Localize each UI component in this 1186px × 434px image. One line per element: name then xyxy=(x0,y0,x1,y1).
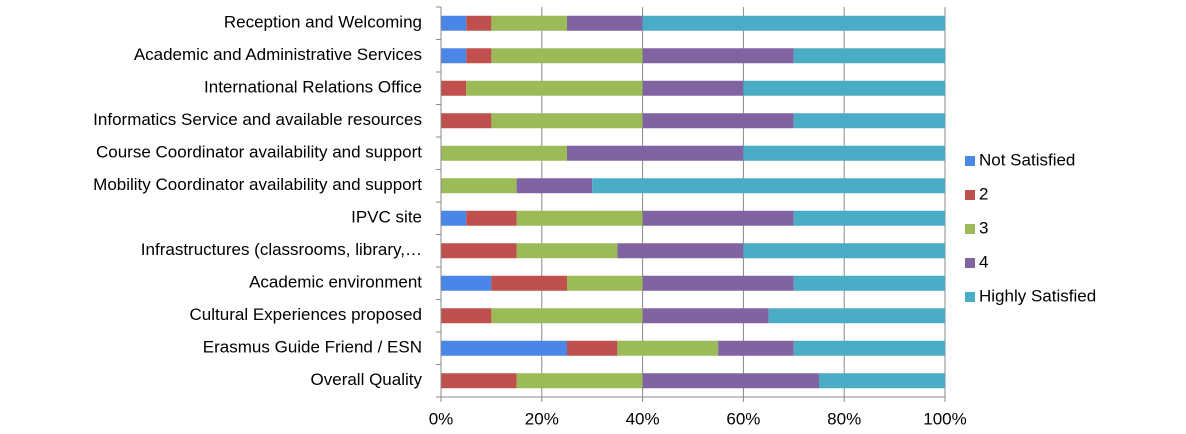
bar-segment xyxy=(441,80,467,96)
y-tick-label: Academic and Administrative Services xyxy=(134,45,422,64)
bar-segment xyxy=(642,48,794,64)
y-tick-label: Overall Quality xyxy=(311,370,423,389)
bar-segment xyxy=(441,340,567,356)
bar-segment xyxy=(491,275,567,291)
bar-segment xyxy=(441,275,492,291)
bar-segment xyxy=(793,340,945,356)
bar-segment xyxy=(617,243,744,259)
y-tick-label: IPVC site xyxy=(351,208,422,227)
bar-segment xyxy=(567,145,744,161)
x-tick-label: 20% xyxy=(525,409,559,428)
legend-label: 2 xyxy=(979,184,988,203)
y-tick-label: International Relations Office xyxy=(204,78,422,97)
legend-label: 4 xyxy=(979,252,988,271)
legend-swatch xyxy=(965,156,975,166)
x-tick-label: 60% xyxy=(726,409,760,428)
x-tick-label: 80% xyxy=(827,409,861,428)
x-tick-label: 0% xyxy=(429,409,454,428)
bar-segment xyxy=(466,48,492,64)
legend-label: 3 xyxy=(979,218,988,237)
bar-segment xyxy=(592,178,945,194)
legend-swatch xyxy=(965,258,975,268)
bar-segment xyxy=(491,113,643,129)
bar-segment xyxy=(516,178,593,194)
y-tick-label: Erasmus Guide Friend / ESN xyxy=(203,338,422,357)
legend-swatch xyxy=(965,224,975,234)
bar-segment xyxy=(466,15,492,31)
bar-segment xyxy=(491,308,643,324)
bar-segment xyxy=(441,113,492,129)
bar-segment xyxy=(617,340,719,356)
bar-segment xyxy=(718,340,794,356)
x-tick-label: 40% xyxy=(626,409,660,428)
bar-segment xyxy=(793,48,945,64)
legend-label: Highly Satisfied xyxy=(979,286,1096,305)
bar-segment xyxy=(743,243,945,259)
bar-segment xyxy=(642,308,769,324)
y-tick-label: Informatics Service and available resour… xyxy=(93,110,422,129)
bar-segment xyxy=(642,210,794,226)
bar-segment xyxy=(466,80,643,96)
bar-segment xyxy=(642,80,744,96)
bar-segment xyxy=(819,373,945,389)
bar-segment xyxy=(441,308,492,324)
y-tick-label: Mobility Coordinator availability and su… xyxy=(93,175,422,194)
bar-segment xyxy=(516,243,618,259)
legend-label: Not Satisfied xyxy=(979,150,1075,169)
y-tick-label: Academic environment xyxy=(249,273,422,292)
legend-swatch xyxy=(965,292,975,302)
bar-segment xyxy=(567,340,618,356)
bar-segment xyxy=(516,210,643,226)
bar-segment xyxy=(491,15,567,31)
bar-segment xyxy=(441,373,517,389)
bar-segment xyxy=(768,308,945,324)
bar-segment xyxy=(793,275,945,291)
y-tick-label: Cultural Experiences proposed xyxy=(190,305,422,324)
bar-segment xyxy=(491,48,643,64)
bar-segment xyxy=(441,15,467,31)
y-tick-label: Course Coordinator availability and supp… xyxy=(96,143,422,162)
bar-segment xyxy=(793,113,945,129)
bar-segment xyxy=(743,80,945,96)
bar-segment xyxy=(642,373,819,389)
bar-segment xyxy=(743,145,945,161)
bar-segment xyxy=(642,275,794,291)
bar-segment xyxy=(642,15,945,31)
x-tick-label: 100% xyxy=(923,409,966,428)
bar-segment xyxy=(793,210,945,226)
bar-segment xyxy=(642,113,794,129)
bar-segment xyxy=(567,275,643,291)
bar-segment xyxy=(441,243,517,259)
bar-segment xyxy=(441,145,567,161)
y-tick-label: Infrastructures (classrooms, library,… xyxy=(141,240,422,259)
legend-swatch xyxy=(965,190,975,200)
bar-segment xyxy=(441,178,517,194)
bar-segment xyxy=(441,210,467,226)
y-tick-label: Reception and Welcoming xyxy=(224,13,422,32)
bar-segment xyxy=(516,373,643,389)
bar-segment xyxy=(466,210,517,226)
bar-segment xyxy=(441,48,467,64)
bar-segment xyxy=(567,15,643,31)
